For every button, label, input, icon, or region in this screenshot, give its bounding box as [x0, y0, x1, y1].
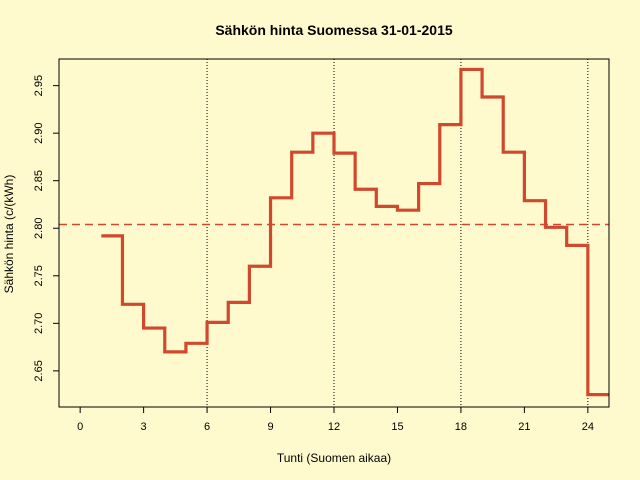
x-tick-label: 0 — [77, 421, 83, 433]
x-tick-label: 12 — [328, 421, 340, 433]
x-tick-label: 15 — [391, 421, 403, 433]
price-step-line — [101, 67, 609, 397]
x-tick-label: 21 — [518, 421, 530, 433]
y-tick-label: 2.90 — [33, 122, 45, 143]
x-axis-label: Tunti (Suomen aikaa) — [277, 451, 391, 465]
y-tick-label: 2.70 — [33, 313, 45, 334]
x-tick-label: 24 — [582, 421, 594, 433]
x-tick-label: 3 — [141, 421, 147, 433]
y-axis-label: Sähkön hinta (c/(kWh) — [2, 175, 16, 294]
y-tick-label: 2.65 — [33, 360, 45, 381]
x-tick-label: 6 — [204, 421, 210, 433]
y-tick-label: 2.85 — [33, 170, 45, 191]
y-tick-label: 2.80 — [33, 218, 45, 239]
x-tick-label: 9 — [267, 421, 273, 433]
y-tick-label: 2.75 — [33, 265, 45, 286]
chart-title: Sähkön hinta Suomessa 31-01-2015 — [215, 22, 453, 38]
y-tick-label: 2.95 — [33, 75, 45, 96]
x-tick-label: 18 — [455, 421, 467, 433]
